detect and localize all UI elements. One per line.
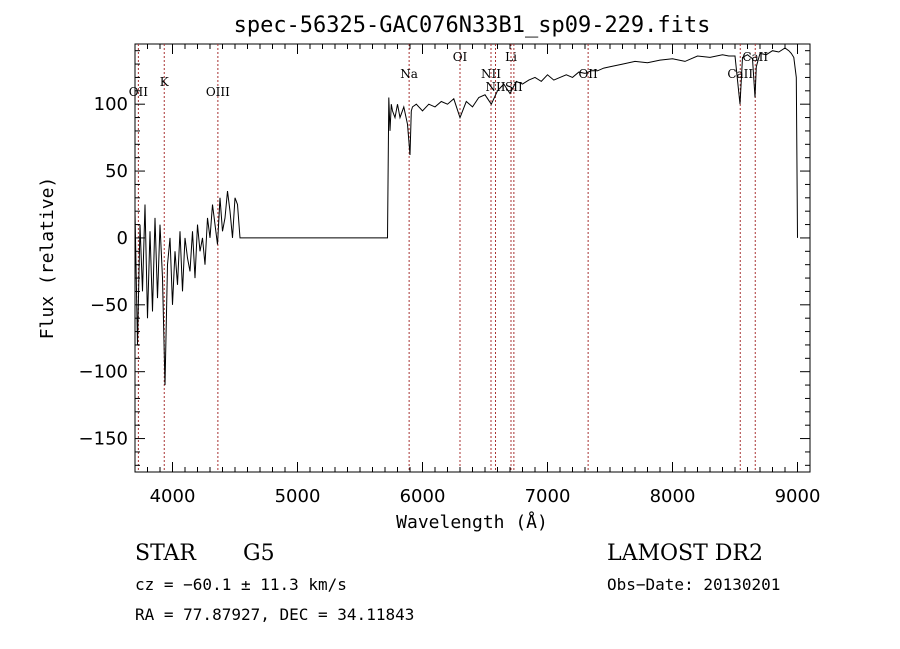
- line-marker-label: OI: [453, 50, 468, 64]
- line-marker-label: CaII: [727, 67, 753, 81]
- spectrum-series-line: [134, 47, 798, 386]
- x-tick-label: 4000: [150, 486, 196, 507]
- line-marker-label: Na: [400, 67, 418, 81]
- y-tick-label: 50: [105, 161, 128, 182]
- y-tick-label: −50: [90, 295, 128, 316]
- line-marker-label: NII: [481, 67, 501, 81]
- y-axis-ticks: −150 −100 −50 0 50 100: [79, 50, 810, 466]
- object-class: STAR: [135, 541, 197, 566]
- line-marker-label: OII: [129, 85, 149, 99]
- survey-name: LAMOST DR2: [607, 541, 763, 566]
- line-marker-label: SII: [505, 80, 523, 94]
- y-tick-label: −100: [79, 362, 128, 383]
- y-tick-label: 0: [117, 228, 128, 249]
- y-axis-label: Flux (relative): [37, 177, 58, 340]
- observation-date: Obs−Date: 20130201: [607, 575, 780, 594]
- ra-dec-coordinates: RA = 77.87927, DEC = 34.11843: [135, 605, 414, 624]
- x-tick-label: 7000: [525, 486, 571, 507]
- x-tick-label: 6000: [400, 486, 446, 507]
- x-tick-label: 8000: [650, 486, 696, 507]
- line-marker-label: CaII: [742, 50, 768, 64]
- redshift-cz: cz = −60.1 ± 11.3 km/s: [135, 575, 347, 594]
- line-marker-label: OII: [578, 67, 598, 81]
- y-tick-label: 100: [94, 94, 128, 115]
- line-marker-label: OIII: [206, 85, 230, 99]
- line-marker-label: NII: [486, 80, 506, 94]
- plot-frame: [134, 43, 811, 473]
- x-tick-label: 5000: [275, 486, 321, 507]
- line-marker-label: Li: [505, 50, 517, 64]
- x-tick-label: 9000: [775, 486, 821, 507]
- y-tick-label: −150: [79, 429, 128, 450]
- chart-title: spec-56325-GAC076N33B1_sp09-229.fits: [234, 13, 711, 38]
- x-axis-label: Wavelength (Å): [396, 511, 548, 533]
- x-axis-ticks: 4000 5000 6000 7000 8000 9000: [134, 44, 821, 507]
- line-marker-label: K: [160, 75, 170, 89]
- object-subclass: G5: [243, 541, 275, 566]
